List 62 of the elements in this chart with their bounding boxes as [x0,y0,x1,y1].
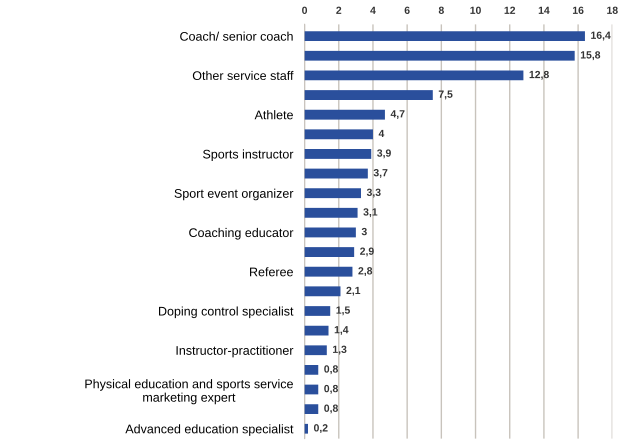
x-tick-label: 18 [607,6,618,14]
y-tick-label: Sports instructor [203,149,294,162]
bar [304,266,352,277]
data-label: 3,3 [366,188,381,198]
data-label: 4,7 [390,110,405,119]
bar [304,247,354,257]
y-tick-label: Referee [250,267,293,276]
bar [304,326,329,336]
data-label: 1,5 [336,306,350,316]
x-tick-label: 12 [504,6,516,14]
bar [304,50,575,61]
bar [304,404,318,414]
bar [304,286,340,296]
bar [304,306,330,316]
data-label: 7,5 [438,90,453,100]
data-label: 1,4 [334,326,348,335]
bar [304,384,318,394]
y-tick-label: Physical education and sports service marketing expert [85,379,293,404]
x-tick-label: 0 [302,6,308,14]
x-tick-label: 14 [538,6,550,14]
bar [304,149,372,159]
data-label: 0,2 [314,424,328,434]
data-label: 1,3 [333,346,346,355]
y-tick-label: Doping control specialist [159,306,294,318]
y-tick-label: Coaching educator [189,228,294,240]
data-label: 12,8 [530,70,549,80]
bar [304,70,524,80]
data-label: 16,4 [591,32,611,40]
x-tick-label: 16 [572,6,584,14]
y-tick-label: Instructor-practitioner [176,346,294,358]
x-tick-label: 8 [438,6,444,14]
bar [304,110,385,120]
data-label: 3,1 [363,208,378,218]
data-label: 3,9 [377,149,391,158]
data-label: 2,8 [358,267,372,276]
x-tick-label: 6 [404,6,410,14]
data-label: 3 [362,228,367,236]
data-label: 0,8 [324,404,338,414]
data-label: 4 [378,130,384,137]
bar [304,90,433,100]
bar [304,364,318,375]
y-tick-label: Sport event organizer [174,188,294,200]
data-label: 2,9 [360,248,374,256]
data-label: 0,8 [324,384,338,394]
y-tick-label: Advanced education specialist [125,424,294,436]
x-tick-label: 10 [470,6,481,14]
data-label: 2,1 [346,286,360,296]
bar [304,129,373,140]
bar [304,208,358,218]
y-tick-label: Other service staff [192,70,294,80]
x-tick-label: 2 [336,6,342,14]
bar [304,345,327,356]
bar [304,168,368,178]
bar [304,188,361,198]
y-tick-label: Coach/ senior coach [180,32,293,41]
data-label: 3,7 [374,168,388,178]
bar [304,228,356,238]
y-tick-label: Athlete [254,110,293,120]
data-label: 15,8 [580,51,600,60]
bar [304,31,585,42]
data-label: 0,8 [324,365,338,374]
x-tick-label: 4 [370,6,376,14]
